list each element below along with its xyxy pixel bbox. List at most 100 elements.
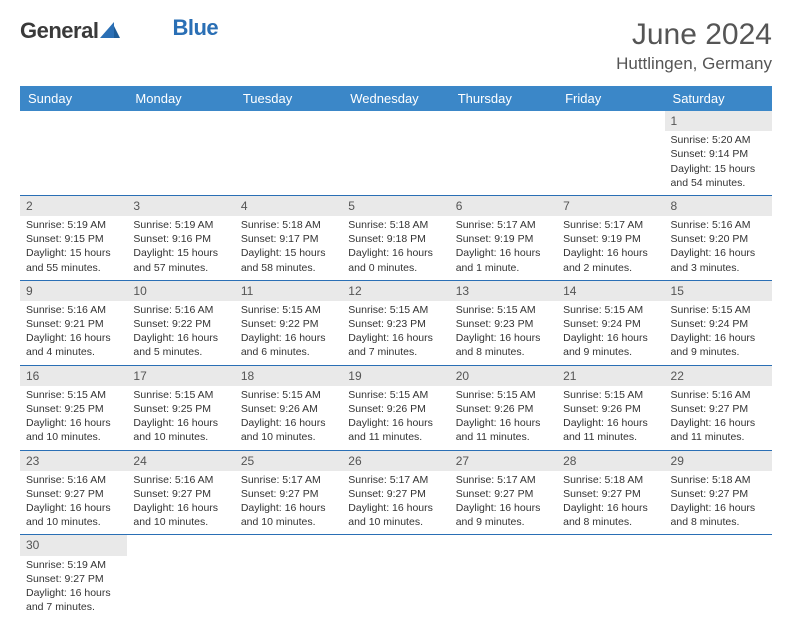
sunset-label: Sunset: 9:16 PM: [133, 232, 228, 246]
calendar-cell: 21Sunrise: 5:15 AMSunset: 9:26 PMDayligh…: [557, 365, 664, 450]
day-number: 5: [342, 196, 449, 216]
daylight-label: Daylight: 16 hours and 7 minutes.: [348, 331, 443, 359]
day-number: 17: [127, 366, 234, 386]
sunset-label: Sunset: 9:27 PM: [671, 487, 766, 501]
sunrise-label: Sunrise: 5:15 AM: [456, 388, 551, 402]
day-number: 25: [235, 451, 342, 471]
sunrise-label: Sunrise: 5:15 AM: [563, 388, 658, 402]
sunset-label: Sunset: 9:25 PM: [26, 402, 121, 416]
daylight-label: Daylight: 16 hours and 11 minutes.: [563, 416, 658, 444]
daylight-label: Daylight: 16 hours and 9 minutes.: [671, 331, 766, 359]
day-number: 10: [127, 281, 234, 301]
sunrise-label: Sunrise: 5:17 AM: [563, 218, 658, 232]
day-number: 3: [127, 196, 234, 216]
daylight-label: Daylight: 16 hours and 8 minutes.: [671, 501, 766, 529]
sunset-label: Sunset: 9:26 PM: [563, 402, 658, 416]
day-number: 8: [665, 196, 772, 216]
daylight-label: Daylight: 16 hours and 4 minutes.: [26, 331, 121, 359]
sunset-label: Sunset: 9:25 PM: [133, 402, 228, 416]
daylight-label: Daylight: 16 hours and 6 minutes.: [241, 331, 336, 359]
sunrise-label: Sunrise: 5:16 AM: [133, 473, 228, 487]
daylight-label: Daylight: 16 hours and 11 minutes.: [456, 416, 551, 444]
day-number: 27: [450, 451, 557, 471]
calendar-cell: [665, 535, 772, 619]
sunset-label: Sunset: 9:27 PM: [563, 487, 658, 501]
sunrise-label: Sunrise: 5:16 AM: [671, 218, 766, 232]
sunset-label: Sunset: 9:19 PM: [456, 232, 551, 246]
calendar-cell: 1Sunrise: 5:20 AMSunset: 9:14 PMDaylight…: [665, 111, 772, 195]
day-number: 23: [20, 451, 127, 471]
day-header: Friday: [557, 86, 664, 111]
daylight-label: Daylight: 15 hours and 57 minutes.: [133, 246, 228, 274]
calendar-cell: 24Sunrise: 5:16 AMSunset: 9:27 PMDayligh…: [127, 450, 234, 535]
calendar-cell: 16Sunrise: 5:15 AMSunset: 9:25 PMDayligh…: [20, 365, 127, 450]
title-block: June 2024 Huttlingen, Germany: [616, 18, 772, 74]
day-number: 24: [127, 451, 234, 471]
day-header: Tuesday: [235, 86, 342, 111]
sunset-label: Sunset: 9:15 PM: [26, 232, 121, 246]
calendar-cell: 13Sunrise: 5:15 AMSunset: 9:23 PMDayligh…: [450, 280, 557, 365]
day-number: 12: [342, 281, 449, 301]
daylight-label: Daylight: 16 hours and 1 minute.: [456, 246, 551, 274]
day-number: 13: [450, 281, 557, 301]
sunrise-label: Sunrise: 5:19 AM: [133, 218, 228, 232]
calendar-cell: 18Sunrise: 5:15 AMSunset: 9:26 AMDayligh…: [235, 365, 342, 450]
calendar-week-row: 2Sunrise: 5:19 AMSunset: 9:15 PMDaylight…: [20, 195, 772, 280]
day-header: Monday: [127, 86, 234, 111]
sunrise-label: Sunrise: 5:16 AM: [26, 473, 121, 487]
calendar-cell: 14Sunrise: 5:15 AMSunset: 9:24 PMDayligh…: [557, 280, 664, 365]
daylight-label: Daylight: 16 hours and 3 minutes.: [671, 246, 766, 274]
sunrise-label: Sunrise: 5:17 AM: [348, 473, 443, 487]
sunrise-label: Sunrise: 5:15 AM: [26, 388, 121, 402]
daylight-label: Daylight: 16 hours and 0 minutes.: [348, 246, 443, 274]
sunrise-label: Sunrise: 5:15 AM: [456, 303, 551, 317]
daylight-label: Daylight: 15 hours and 58 minutes.: [241, 246, 336, 274]
calendar-cell: [235, 111, 342, 195]
calendar-cell: [342, 111, 449, 195]
calendar-cell: 17Sunrise: 5:15 AMSunset: 9:25 PMDayligh…: [127, 365, 234, 450]
sunset-label: Sunset: 9:26 PM: [456, 402, 551, 416]
day-header: Thursday: [450, 86, 557, 111]
sunset-label: Sunset: 9:27 PM: [133, 487, 228, 501]
sunrise-label: Sunrise: 5:15 AM: [348, 388, 443, 402]
calendar-cell: 10Sunrise: 5:16 AMSunset: 9:22 PMDayligh…: [127, 280, 234, 365]
daylight-label: Daylight: 16 hours and 10 minutes.: [133, 416, 228, 444]
sunrise-label: Sunrise: 5:18 AM: [671, 473, 766, 487]
daylight-label: Daylight: 16 hours and 2 minutes.: [563, 246, 658, 274]
sunset-label: Sunset: 9:22 PM: [133, 317, 228, 331]
day-number: 6: [450, 196, 557, 216]
day-header: Sunday: [20, 86, 127, 111]
calendar-cell: [557, 111, 664, 195]
calendar-cell: 26Sunrise: 5:17 AMSunset: 9:27 PMDayligh…: [342, 450, 449, 535]
sunrise-label: Sunrise: 5:16 AM: [26, 303, 121, 317]
sunset-label: Sunset: 9:22 PM: [241, 317, 336, 331]
sunrise-label: Sunrise: 5:15 AM: [671, 303, 766, 317]
calendar-cell: 29Sunrise: 5:18 AMSunset: 9:27 PMDayligh…: [665, 450, 772, 535]
sunset-label: Sunset: 9:24 PM: [563, 317, 658, 331]
calendar-cell: [235, 535, 342, 619]
day-number: 19: [342, 366, 449, 386]
sunset-label: Sunset: 9:27 PM: [348, 487, 443, 501]
calendar-table: Sunday Monday Tuesday Wednesday Thursday…: [20, 86, 772, 619]
sunset-label: Sunset: 9:27 PM: [456, 487, 551, 501]
day-number: 15: [665, 281, 772, 301]
calendar-cell: [342, 535, 449, 619]
calendar-cell: 23Sunrise: 5:16 AMSunset: 9:27 PMDayligh…: [20, 450, 127, 535]
calendar-cell: [20, 111, 127, 195]
calendar-cell: 5Sunrise: 5:18 AMSunset: 9:18 PMDaylight…: [342, 195, 449, 280]
calendar-cell: 22Sunrise: 5:16 AMSunset: 9:27 PMDayligh…: [665, 365, 772, 450]
calendar-week-row: 9Sunrise: 5:16 AMSunset: 9:21 PMDaylight…: [20, 280, 772, 365]
daylight-label: Daylight: 16 hours and 7 minutes.: [26, 586, 121, 614]
calendar-cell: 3 Sunrise: 5:19 AMSunset: 9:16 PMDaylight…: [127, 195, 234, 280]
daylight-label: Daylight: 16 hours and 10 minutes.: [26, 501, 121, 529]
sunrise-label: Sunrise: 5:16 AM: [133, 303, 228, 317]
sunrise-label: Sunrise: 5:16 AM: [671, 388, 766, 402]
day-number: 18: [235, 366, 342, 386]
sunrise-label: Sunrise: 5:15 AM: [241, 303, 336, 317]
brand-name-part2: Blue: [172, 15, 218, 41]
sunset-label: Sunset: 9:26 PM: [348, 402, 443, 416]
calendar-cell: 7Sunrise: 5:17 AMSunset: 9:19 PMDaylight…: [557, 195, 664, 280]
calendar-cell: 19Sunrise: 5:15 AMSunset: 9:26 PMDayligh…: [342, 365, 449, 450]
day-number: 30: [20, 535, 127, 555]
calendar-cell: 27Sunrise: 5:17 AMSunset: 9:27 PMDayligh…: [450, 450, 557, 535]
